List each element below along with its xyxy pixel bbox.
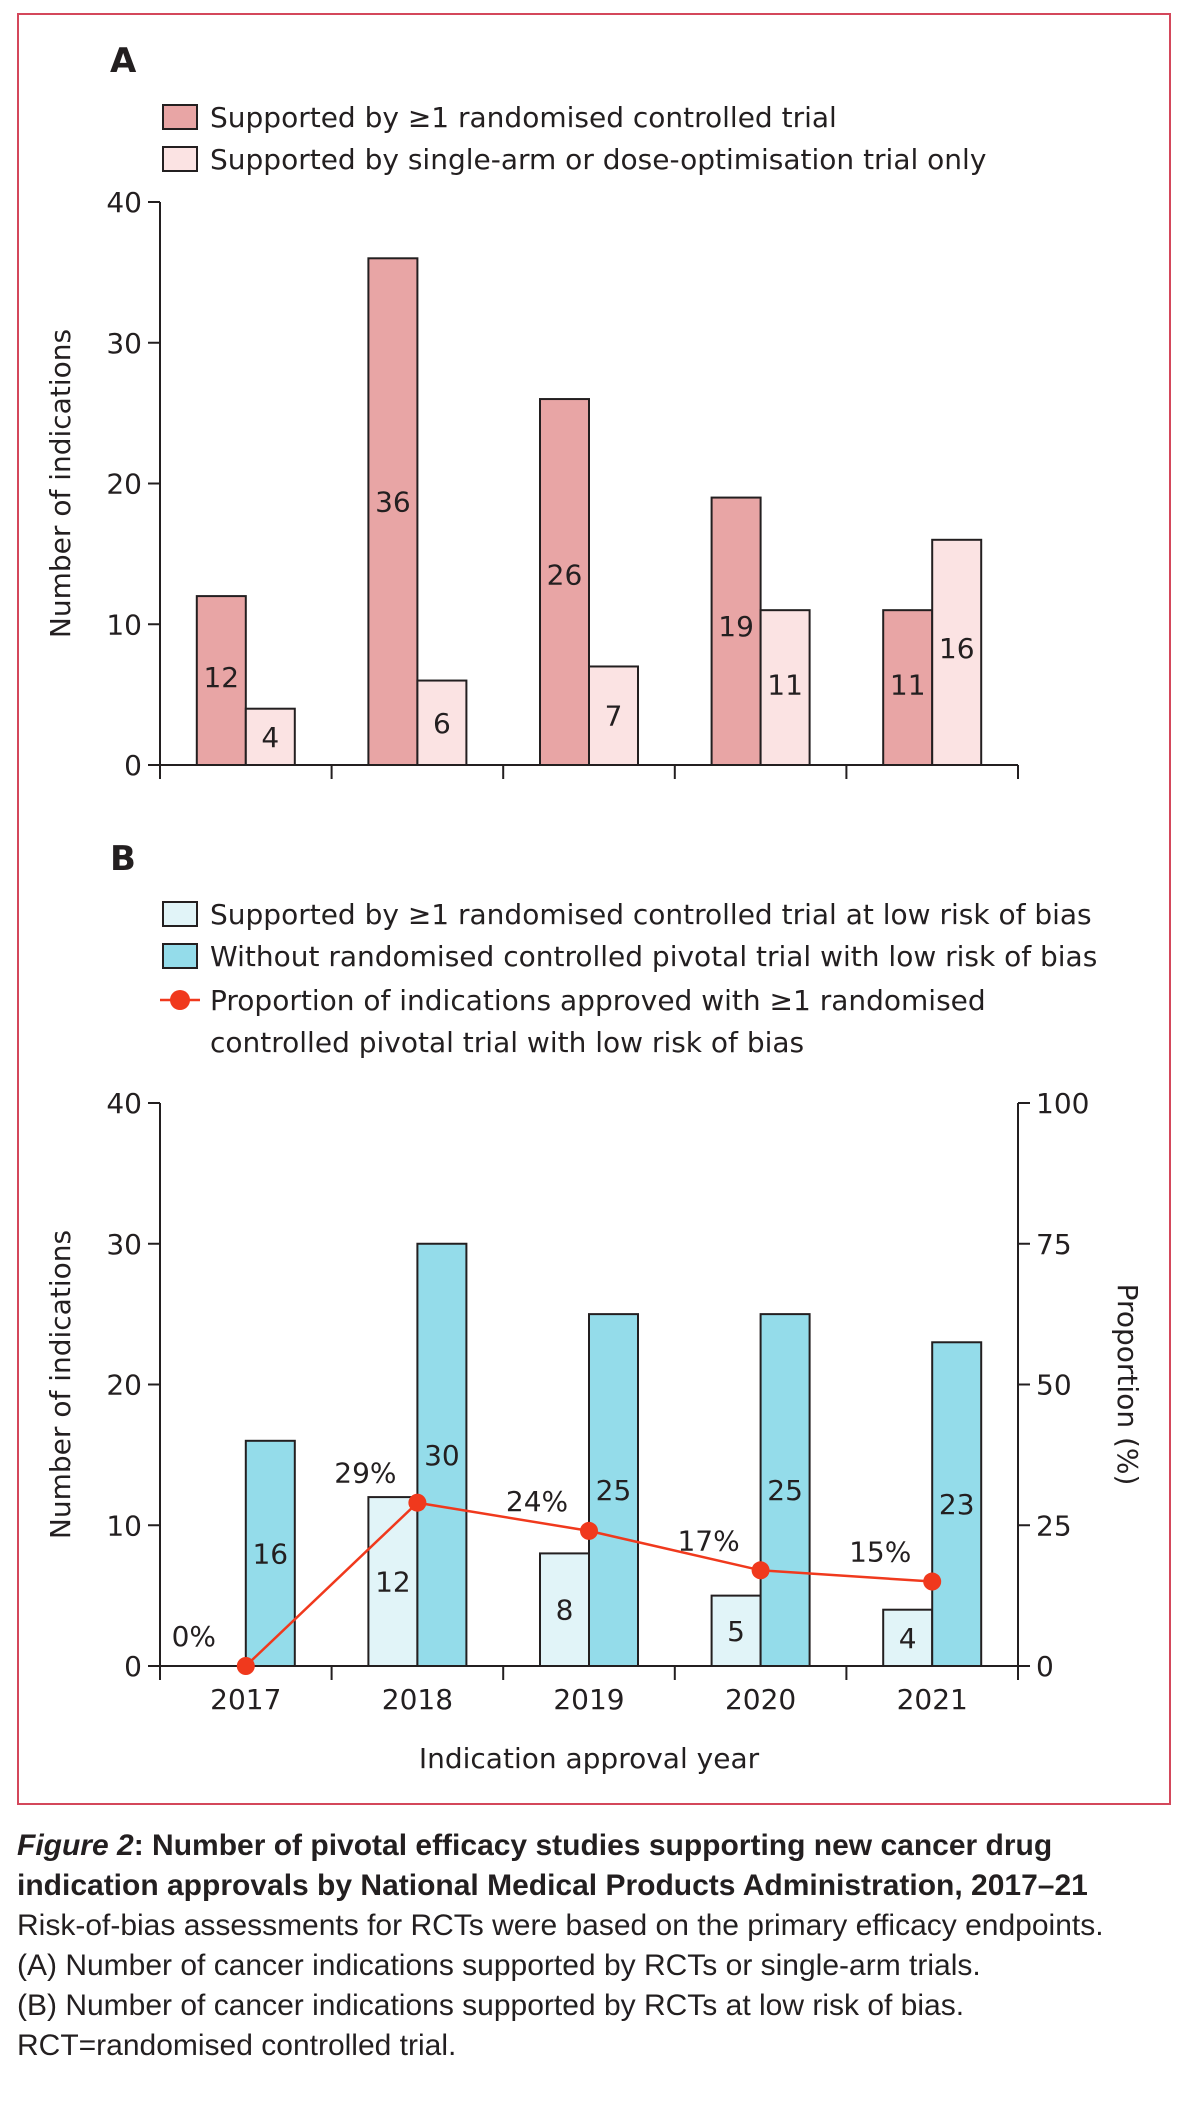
legend-label: Proportion of indications approved with …: [210, 984, 986, 1017]
bar-s2-2017: [244, 707, 296, 767]
y-tick-label: 20: [106, 468, 142, 501]
bar-s2-2019: [588, 665, 639, 766]
proportion-point: [236, 1657, 255, 1675]
panel-label-b: B: [110, 839, 136, 879]
bar-value-label: 7: [605, 700, 623, 733]
x-axis-label: Indication approval year: [419, 1742, 760, 1775]
x-tick-label: 2021: [897, 1683, 968, 1716]
bar-value-label: 6: [433, 707, 451, 740]
legend-label: Without randomised controlled pivotal tr…: [210, 940, 1097, 973]
bar-s2-2020: [759, 1313, 811, 1667]
panel-b: B Supported by ≥1 randomised controlled t…: [44, 839, 1144, 1775]
legend-swatch: [162, 901, 198, 927]
bar-value-label: 11: [767, 668, 803, 701]
bar-s1-2020: [710, 496, 762, 766]
figure-frame: [17, 13, 1171, 1805]
y-axis-label: Number of indications: [44, 1230, 77, 1539]
figure-chart-area: A Supported by ≥1 randomised controlled t…: [44, 41, 1144, 1775]
bar-s1-2021: [882, 1608, 934, 1667]
bar-value-label: 19: [718, 610, 754, 643]
caption-line-6: RCT=randomised controlled trial.: [17, 2029, 457, 2062]
bar-value-label: 12: [203, 661, 239, 694]
bar-value-label: 30: [424, 1439, 460, 1472]
y-axis-label: Number of indications: [44, 329, 77, 638]
y2-tick-label: 100: [1036, 1087, 1089, 1120]
bar-value-label: 12: [375, 1566, 411, 1599]
bar-value-label: 36: [375, 486, 411, 519]
proportion-point: [408, 1493, 427, 1512]
x-tick-label: 2018: [382, 1683, 453, 1716]
y2-axis-label: Proportion (%): [1111, 1284, 1144, 1486]
bar-s1-2018: [367, 257, 419, 766]
bar-value-label: 25: [767, 1474, 803, 1507]
caption-title-2: indication approvals by National Medical…: [17, 1869, 1088, 1902]
caption-line-4: (A) Number of cancer indications support…: [17, 1949, 981, 1982]
bar-s1-2020: [710, 1594, 762, 1667]
y-tick-label: 40: [106, 186, 142, 219]
y-tick-label: 30: [106, 1228, 142, 1261]
bar-value-label: 5: [727, 1615, 745, 1648]
bar-value-label: 25: [596, 1474, 632, 1507]
bar-s1-2017: [195, 595, 247, 766]
bar-value-label: 8: [556, 1594, 574, 1627]
proportion-label: 29%: [334, 1457, 396, 1490]
legend-swatch: [162, 104, 198, 130]
bar-s2-2021: [931, 1341, 983, 1668]
caption-line-3: Risk-of-bias assessments for RCTs were b…: [17, 1909, 1104, 1942]
bar-value-label: 16: [252, 1537, 288, 1570]
legend-swatch: [162, 146, 198, 172]
y2-tick-label: 50: [1036, 1369, 1072, 1402]
bar-s2-2019: [588, 1313, 639, 1667]
legend-label: Supported by ≥1 randomised controlled tr…: [210, 101, 837, 134]
y2-tick-label: 75: [1036, 1228, 1072, 1261]
bar-s1-2021: [882, 609, 934, 766]
y-tick-label: 0: [124, 1650, 142, 1683]
legend-swatch: [162, 943, 198, 969]
proportion-label: 24%: [506, 1485, 568, 1518]
y2-tick-label: 0: [1036, 1650, 1054, 1683]
proportion-label: 0%: [172, 1620, 216, 1653]
x-tick-label: 2020: [725, 1683, 796, 1716]
proportion-label: 15%: [849, 1536, 911, 1569]
bar-s2-2021: [931, 538, 983, 766]
bar-s2-2018: [416, 679, 468, 766]
bar-value-label: 4: [261, 721, 279, 754]
proportion-label: 17%: [677, 1524, 739, 1557]
bar-value-label: 26: [547, 559, 583, 592]
bar-s2-2020: [759, 609, 811, 766]
bar-value-label: 4: [899, 1622, 917, 1655]
y-tick-label: 20: [106, 1369, 142, 1402]
bar-value-label: 16: [939, 632, 975, 665]
bar-s1-2019: [539, 1552, 590, 1668]
figure-label: Figure 2: [17, 1829, 134, 1862]
legend-label: Supported by ≥1 randomised controlled tr…: [210, 898, 1092, 931]
y-tick-label: 10: [106, 1509, 142, 1542]
y2-tick-label: 25: [1036, 1509, 1072, 1542]
figure-caption: Figure 2: Number of pivotal efficacy stu…: [17, 1826, 1177, 2066]
caption-title-1: : Number of pivotal efficacy studies sup…: [133, 1829, 1053, 1862]
legend-label: Supported by single-arm or dose-optimisa…: [210, 143, 986, 176]
x-tick-label: 2019: [553, 1683, 624, 1716]
y-tick-label: 40: [106, 1087, 142, 1120]
bar-value-label: 23: [939, 1488, 975, 1521]
caption-line-5: (B) Number of cancer indications support…: [17, 1989, 965, 2022]
y-tick-label: 10: [106, 608, 142, 641]
panel-a: A Supported by ≥1 randomised controlled t…: [44, 41, 1019, 782]
bar-s2-2018: [416, 1242, 468, 1667]
proportion-point: [751, 1561, 770, 1580]
panel-label-a: A: [110, 41, 137, 81]
bar-s1-2019: [539, 398, 590, 766]
y-tick-label: 30: [106, 327, 142, 360]
bar-value-label: 11: [890, 668, 926, 701]
caption-title-line-1: Figure 2: Number of pivotal efficacy stu…: [17, 1826, 1177, 1866]
proportion-point: [580, 1521, 598, 1540]
legend-label: controlled pivotal trial with low risk o…: [210, 1026, 804, 1059]
y-tick-label: 0: [124, 749, 142, 782]
proportion-point: [923, 1572, 942, 1591]
x-tick-label: 2017: [210, 1683, 281, 1716]
legend-marker: [170, 990, 190, 1010]
